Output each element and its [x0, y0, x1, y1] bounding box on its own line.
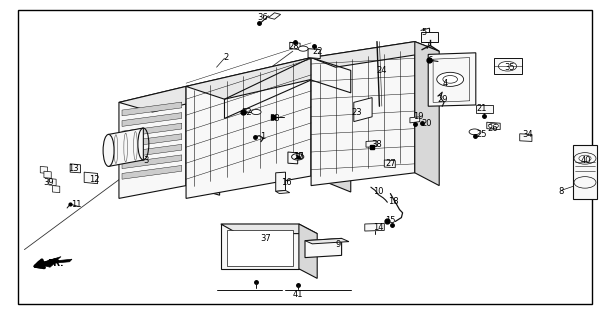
Text: 24: 24: [376, 66, 387, 75]
Text: 37: 37: [260, 234, 271, 243]
Polygon shape: [476, 105, 493, 113]
Circle shape: [469, 129, 480, 135]
Polygon shape: [290, 42, 300, 50]
Bar: [227, 230, 293, 266]
Polygon shape: [221, 224, 317, 234]
Polygon shape: [520, 134, 532, 141]
Polygon shape: [119, 86, 220, 112]
Text: 2: 2: [223, 53, 228, 62]
Text: 23: 23: [351, 108, 362, 116]
Polygon shape: [311, 42, 439, 67]
Text: 16: 16: [281, 178, 292, 187]
Polygon shape: [288, 152, 298, 164]
Polygon shape: [40, 166, 48, 173]
Text: 33: 33: [269, 114, 280, 123]
Polygon shape: [305, 238, 349, 244]
Text: 26: 26: [487, 124, 498, 132]
Polygon shape: [354, 98, 372, 122]
Text: 14: 14: [373, 223, 384, 232]
Polygon shape: [122, 165, 182, 179]
Text: 36: 36: [257, 13, 268, 22]
Text: FR.: FR.: [46, 259, 63, 268]
Polygon shape: [410, 117, 420, 123]
Polygon shape: [221, 224, 299, 269]
Polygon shape: [109, 128, 143, 166]
Text: 12: 12: [89, 175, 100, 184]
Polygon shape: [84, 172, 98, 184]
Polygon shape: [494, 58, 522, 74]
Text: 15: 15: [385, 216, 396, 225]
Text: 40: 40: [580, 156, 591, 164]
Text: 19: 19: [412, 112, 423, 121]
Text: 38: 38: [371, 140, 382, 149]
Text: 8: 8: [559, 188, 564, 196]
Text: 17: 17: [293, 152, 304, 161]
Polygon shape: [186, 86, 220, 195]
Circle shape: [437, 72, 464, 86]
Circle shape: [489, 123, 498, 128]
Polygon shape: [119, 86, 186, 198]
Polygon shape: [276, 190, 290, 194]
Polygon shape: [49, 179, 56, 186]
Text: 5: 5: [422, 28, 426, 36]
Polygon shape: [122, 155, 182, 169]
Text: 21: 21: [476, 104, 487, 113]
Text: 9: 9: [336, 240, 341, 249]
Polygon shape: [421, 32, 438, 42]
Text: 22: 22: [312, 47, 323, 56]
Polygon shape: [276, 172, 285, 191]
Polygon shape: [365, 223, 384, 231]
Text: 13: 13: [68, 164, 79, 172]
Text: 34: 34: [522, 130, 533, 139]
Polygon shape: [573, 145, 597, 199]
Circle shape: [251, 109, 261, 115]
Text: 3: 3: [144, 156, 149, 164]
Polygon shape: [311, 42, 415, 186]
Polygon shape: [122, 144, 182, 158]
Polygon shape: [38, 257, 72, 267]
Text: 29: 29: [437, 95, 448, 104]
Text: 20: 20: [422, 119, 432, 128]
Text: 30: 30: [293, 152, 304, 161]
Polygon shape: [311, 58, 351, 192]
Polygon shape: [299, 224, 317, 278]
Circle shape: [498, 61, 517, 71]
Text: 41: 41: [292, 290, 303, 299]
Text: 32: 32: [242, 108, 253, 116]
Polygon shape: [122, 113, 182, 126]
Text: 10: 10: [373, 188, 384, 196]
Ellipse shape: [103, 134, 114, 166]
Text: 35: 35: [504, 63, 515, 72]
Text: 18: 18: [388, 197, 399, 206]
Polygon shape: [70, 164, 81, 173]
Polygon shape: [308, 49, 320, 59]
Polygon shape: [44, 171, 51, 178]
Circle shape: [298, 46, 308, 51]
Text: 27: 27: [385, 159, 396, 168]
Polygon shape: [366, 141, 377, 147]
Polygon shape: [428, 53, 476, 106]
Polygon shape: [384, 160, 395, 168]
Text: 4: 4: [443, 79, 448, 88]
Text: 7: 7: [425, 42, 429, 51]
Polygon shape: [122, 102, 182, 116]
Polygon shape: [186, 58, 311, 198]
Text: 28: 28: [289, 42, 300, 51]
Polygon shape: [487, 122, 500, 130]
Text: 1: 1: [260, 132, 265, 140]
Polygon shape: [305, 238, 342, 258]
Text: 6: 6: [428, 56, 432, 65]
Polygon shape: [122, 134, 182, 148]
Polygon shape: [122, 123, 182, 137]
Polygon shape: [415, 42, 439, 186]
Polygon shape: [52, 186, 60, 193]
Text: 39: 39: [43, 178, 54, 187]
Circle shape: [292, 154, 304, 160]
Polygon shape: [186, 58, 351, 99]
Polygon shape: [268, 13, 281, 19]
Text: 25: 25: [476, 130, 487, 139]
Text: 11: 11: [71, 200, 82, 209]
